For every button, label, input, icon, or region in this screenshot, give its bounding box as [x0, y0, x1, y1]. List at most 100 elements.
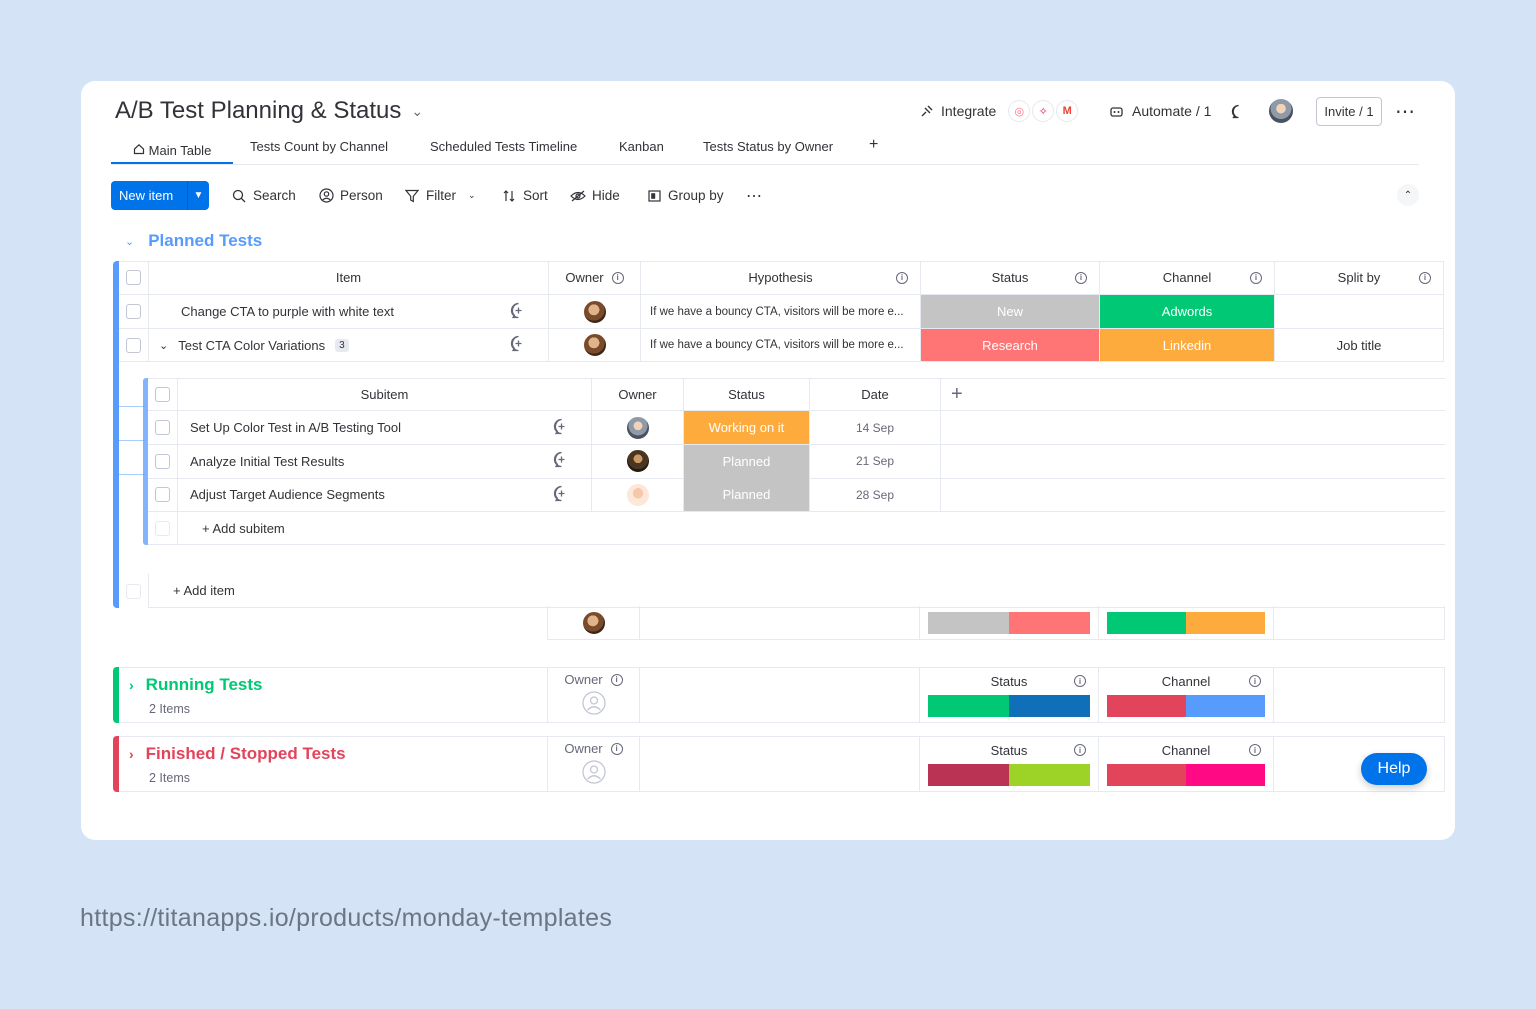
info-icon[interactable]: i [1419, 271, 1431, 284]
sort-button[interactable]: Sort [501, 181, 548, 210]
user-avatar[interactable] [1268, 98, 1294, 124]
finished-channel-column[interactable]: Channel i [1099, 737, 1274, 791]
info-icon[interactable]: i [1249, 675, 1261, 687]
filter-button[interactable]: Filter ⌄ [404, 181, 476, 210]
status-column-header[interactable]: Status i [921, 261, 1100, 295]
add-subitem-label[interactable]: + Add subitem [202, 520, 285, 536]
help-button[interactable]: Help [1361, 753, 1427, 785]
automate-button[interactable]: Automate / 1 [1108, 99, 1211, 123]
info-icon[interactable]: i [611, 271, 624, 284]
channel-distribution-bar[interactable] [1107, 763, 1265, 786]
running-owner-column[interactable]: Owner i [547, 668, 640, 722]
item-cell[interactable]: Change CTA to purple with white text [149, 295, 489, 329]
subitem-owner-cell[interactable] [592, 478, 684, 512]
subitem-name[interactable]: Set Up Color Test in A/B Testing Tool [190, 420, 402, 435]
info-icon[interactable]: i [896, 271, 908, 284]
collapse-toolbar-button[interactable]: ⌃ [1397, 184, 1419, 206]
row-checkbox[interactable] [155, 487, 170, 502]
invite-button[interactable]: Invite / 1 [1316, 97, 1382, 126]
add-update-cell[interactable] [489, 295, 549, 329]
add-update-cell[interactable] [532, 478, 592, 512]
row-checkbox[interactable] [155, 453, 170, 469]
tab-scheduled-timeline[interactable]: Scheduled Tests Timeline [430, 139, 577, 165]
subitem-status-header[interactable]: Status [684, 378, 810, 411]
status-distribution-bar[interactable] [928, 763, 1090, 786]
select-all-cell[interactable] [119, 261, 149, 295]
select-all-checkbox[interactable] [155, 386, 170, 402]
chevron-down-icon[interactable]: ⌄ [468, 190, 476, 200]
expand-subitems-icon[interactable]: ⌄ [159, 339, 169, 352]
owner-column-header[interactable]: Owner i [549, 261, 641, 295]
subitem-date-cell[interactable]: 21 Sep [810, 444, 941, 479]
owner-avatar[interactable] [625, 415, 650, 440]
item-name[interactable]: Test CTA Color Variations [178, 337, 326, 353]
info-icon[interactable]: i [1074, 744, 1086, 756]
subitem-date-cell[interactable]: 28 Sep [810, 478, 941, 512]
owner-avatar[interactable] [625, 449, 650, 473]
group-by-button[interactable]: Group by [646, 181, 724, 210]
tab-kanban[interactable]: Kanban [619, 139, 664, 165]
owner-avatar[interactable] [582, 333, 607, 357]
row-select-cell[interactable] [119, 295, 149, 329]
subitem-column-header[interactable]: Subitem [178, 378, 592, 411]
item-column-header[interactable]: Item [149, 261, 549, 295]
more-options-icon[interactable]: ⋯ [1395, 101, 1416, 123]
owner-avatar[interactable] [582, 299, 607, 324]
finished-group-header[interactable]: › Finished / Stopped Tests [129, 744, 346, 764]
add-subitem-column-button[interactable]: + [941, 378, 1445, 411]
channel-distribution-bar[interactable] [1107, 612, 1265, 634]
search-button[interactable]: Search [231, 181, 296, 210]
comment-icon[interactable] [1230, 103, 1246, 119]
hypothesis-cell[interactable]: If we have a bouncy CTA, visitors will b… [641, 295, 921, 329]
chevron-down-icon[interactable]: ⌄ [411, 102, 424, 119]
person-filter-button[interactable]: Person [318, 181, 383, 210]
info-icon[interactable]: i [610, 673, 623, 686]
owner-cell[interactable] [549, 329, 641, 362]
row-select-cell[interactable] [148, 411, 178, 445]
board-title[interactable]: A/B Test Planning & Status ⌄ [115, 97, 423, 125]
info-icon[interactable]: i [1074, 675, 1086, 687]
row-select-cell[interactable] [119, 329, 149, 362]
chevron-right-icon[interactable]: › [129, 677, 134, 693]
subitem-owner-cell[interactable] [592, 444, 684, 479]
tab-status-by-owner[interactable]: Tests Status by Owner [703, 139, 833, 165]
item-name[interactable]: Change CTA to purple with white text [181, 304, 394, 319]
planned-group-header[interactable]: ⌄ Planned Tests [125, 231, 262, 251]
more-toolbar-icon[interactable]: ⋯ [746, 187, 762, 205]
add-update-cell[interactable] [532, 411, 592, 445]
chevron-down-icon[interactable]: ⌄ [125, 235, 135, 248]
subitem-owner-cell[interactable] [592, 411, 684, 445]
subitem-status-cell[interactable]: Planned [684, 478, 810, 512]
item-cell[interactable]: ⌄ Test CTA Color Variations 3 [149, 329, 489, 362]
hypothesis-cell[interactable]: If we have a bouncy CTA, visitors will b… [641, 329, 921, 362]
running-group-header[interactable]: › Running Tests [129, 675, 262, 695]
owner-avatar[interactable] [581, 611, 606, 635]
channel-cell[interactable]: Linkedin [1100, 329, 1275, 362]
add-view-button[interactable]: + [869, 136, 879, 153]
info-icon[interactable]: i [610, 742, 623, 755]
subitem-name[interactable]: Analyze Initial Test Results [190, 453, 345, 469]
subitem-date-header[interactable]: Date [810, 378, 941, 411]
channel-distribution-bar[interactable] [1107, 694, 1265, 717]
running-channel-column[interactable]: Channel i [1099, 668, 1274, 722]
split-column-header[interactable]: Split by i [1275, 261, 1444, 295]
status-cell[interactable]: Research [921, 329, 1100, 362]
info-icon[interactable]: i [1249, 744, 1261, 756]
empty-person-icon[interactable] [581, 691, 606, 718]
add-subitem-row[interactable]: + Add subitem [178, 512, 1445, 545]
status-distribution-bar[interactable] [928, 694, 1090, 717]
summary-channel-cell[interactable] [1099, 606, 1274, 640]
finished-status-column[interactable]: Status i [920, 737, 1099, 791]
subitem-status-cell[interactable]: Planned [684, 444, 810, 479]
status-distribution-bar[interactable] [928, 612, 1090, 634]
row-checkbox[interactable] [126, 304, 141, 319]
row-checkbox[interactable] [155, 420, 170, 435]
hypothesis-column-header[interactable]: Hypothesis i [641, 261, 921, 295]
new-item-button[interactable]: New item ▼ [111, 181, 209, 210]
running-status-column[interactable]: Status i [920, 668, 1099, 722]
subitem-date-cell[interactable]: 14 Sep [810, 411, 941, 445]
hide-button[interactable]: Hide [570, 181, 620, 210]
add-item-row[interactable]: + Add item [149, 574, 1444, 608]
add-update-icon[interactable] [553, 418, 570, 438]
add-update-cell[interactable] [532, 444, 592, 479]
